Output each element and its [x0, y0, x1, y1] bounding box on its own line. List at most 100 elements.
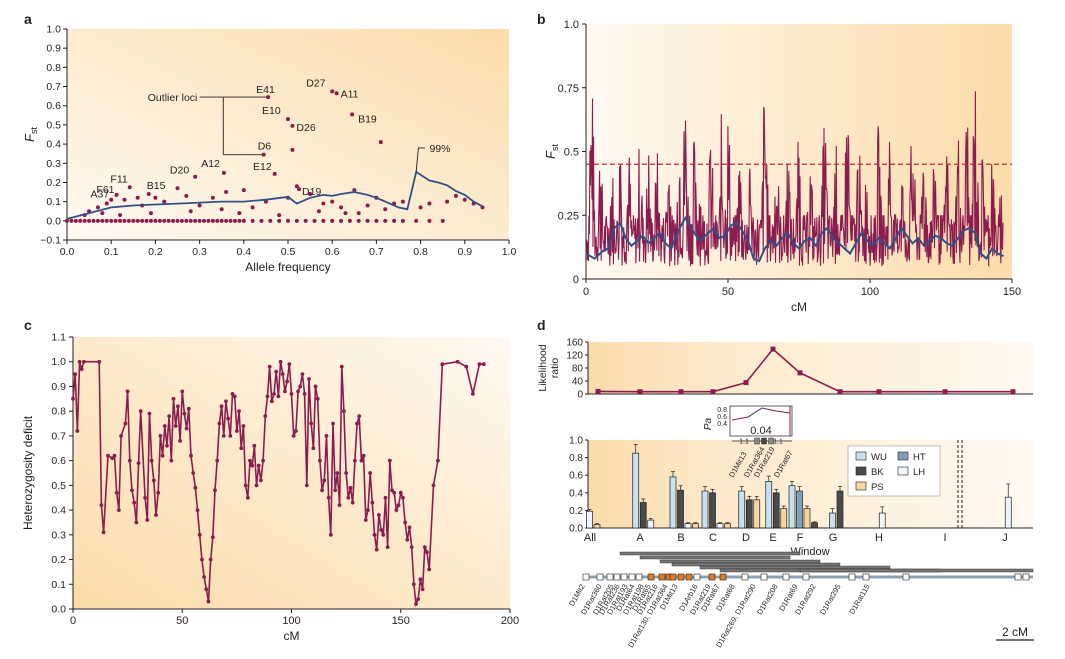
x-tick-label-a: 0.8 [413, 246, 428, 258]
data-point [100, 211, 105, 216]
x-axis-title-b: cM [791, 300, 807, 314]
x-tick-label-a: 0.0 [60, 246, 75, 258]
data-point-zero [277, 218, 282, 223]
y-tick-label-c: 0.3 [51, 529, 66, 541]
point-label-b15: B15 [147, 180, 166, 192]
heterozygosity-point [217, 421, 222, 426]
data-point [316, 209, 321, 214]
inset-y-label: Pa [703, 417, 714, 430]
map-marker-d1rat205 [606, 573, 614, 581]
heterozygosity-point [392, 490, 397, 495]
heterozygosity-point [156, 490, 161, 495]
x-category-label-f: F [797, 532, 804, 544]
heterozygosity-point [414, 602, 418, 606]
data-point-e41 [266, 95, 271, 100]
window-range-bar [659, 559, 821, 564]
inset-marker-text: 1.1 [773, 439, 783, 446]
x-tick-label-a: 0.7 [369, 246, 384, 258]
data-point [188, 209, 193, 214]
heterozygosity-point [276, 394, 281, 399]
heterozygosity-point [99, 503, 104, 508]
window-range-bar [619, 551, 801, 556]
data-point-zero [109, 218, 114, 223]
data-point [356, 211, 361, 216]
data-point [95, 205, 100, 210]
map-label: D1Rat115 [847, 583, 871, 616]
heterozygosity-point [407, 525, 412, 530]
y-tick-label-a: 0.2 [46, 177, 61, 189]
heterozygosity-point [224, 399, 228, 404]
data-point-zero [339, 218, 344, 223]
x-category-label-b: B [677, 532, 684, 544]
data-point-zero [303, 218, 308, 223]
point-label-e12: E12 [253, 161, 272, 173]
data-point-e12 [272, 171, 277, 176]
data-point [400, 199, 405, 204]
heterozygosity-point [416, 597, 421, 602]
data-point-zero [118, 218, 123, 223]
data-point [219, 207, 224, 212]
y-tick-label-c: 0.4 [51, 505, 66, 517]
pct-label: 99% [429, 143, 450, 155]
heterozygosity-point [256, 463, 261, 468]
x-category-label-all: All [584, 532, 596, 544]
heterozygosity-point [127, 458, 132, 463]
y-tick-label-d-bar: 1.0 [569, 436, 583, 447]
x-tick-label-a: 0.2 [148, 246, 163, 258]
data-point-zero [179, 218, 184, 223]
x-category-label-j: J [1002, 532, 1008, 544]
heterozygosity-point [320, 488, 324, 493]
x-axis-title-c: cM [284, 629, 300, 643]
heterozygosity-point [112, 453, 117, 458]
y-tick-label-c: 0.7 [51, 430, 66, 442]
bar-e-bk [772, 492, 780, 529]
y-tick-label-a: 0.3 [46, 158, 61, 170]
heterozygosity-point [138, 409, 143, 414]
y-tick-label-a: 0.5 [46, 119, 61, 131]
data-point-zero [73, 218, 78, 223]
bar-c-ps [724, 523, 731, 529]
y-tick-label-c: 1.0 [51, 356, 66, 368]
likelihood-ratio-point [595, 388, 601, 394]
y-axis-title-d-top-line1: Likelihood [537, 344, 549, 391]
y-tick-label-a: 0.0 [46, 215, 61, 227]
panel-label-b: b [537, 11, 546, 27]
data-point [250, 205, 255, 210]
y-tick-label-c: 0.8 [51, 406, 66, 418]
heterozygosity-point [339, 364, 344, 369]
point-label-a12: A12 [201, 158, 220, 170]
heterozygosity-point [132, 500, 137, 505]
likelihood-ratio-point [770, 346, 776, 352]
y-tick-label-b: 0.25 [558, 210, 579, 222]
heterozygosity-point [374, 547, 379, 552]
y-axis-title-sub-a: st [29, 127, 39, 135]
point-label-d26: D26 [296, 122, 315, 134]
data-point-zero [148, 218, 153, 223]
map-marker-d1rat360 [596, 573, 604, 581]
heterozygosity-point [283, 389, 287, 394]
y-tick-label-d-top: 80 [572, 364, 584, 375]
bar-f-wu [788, 485, 796, 529]
data-point-zero [286, 218, 290, 223]
heterozygosity-point [237, 409, 241, 414]
data-point-zero [241, 218, 246, 223]
heterozygosity-point [361, 453, 366, 458]
heterozygosity-point [204, 587, 209, 592]
heterozygosity-point [191, 471, 196, 475]
heterozygosity-point [411, 582, 416, 587]
window-range-bar [699, 565, 891, 570]
heterozygosity-point [278, 359, 283, 364]
bar-e-wu [765, 481, 773, 529]
data-point-zero [374, 218, 379, 223]
heterozygosity-point [477, 362, 482, 367]
data-point [365, 203, 370, 208]
heterozygosity-point [359, 458, 364, 463]
heterozygosity-point [285, 379, 290, 384]
data-point-d19 [297, 187, 302, 192]
window-range-bar [639, 555, 791, 560]
y-tick-label-a: 1.0 [46, 24, 61, 36]
data-point [135, 195, 140, 200]
heterozygosity-point [243, 483, 248, 488]
heterozygosity-point [119, 434, 123, 438]
heterozygosity-point [272, 391, 276, 396]
